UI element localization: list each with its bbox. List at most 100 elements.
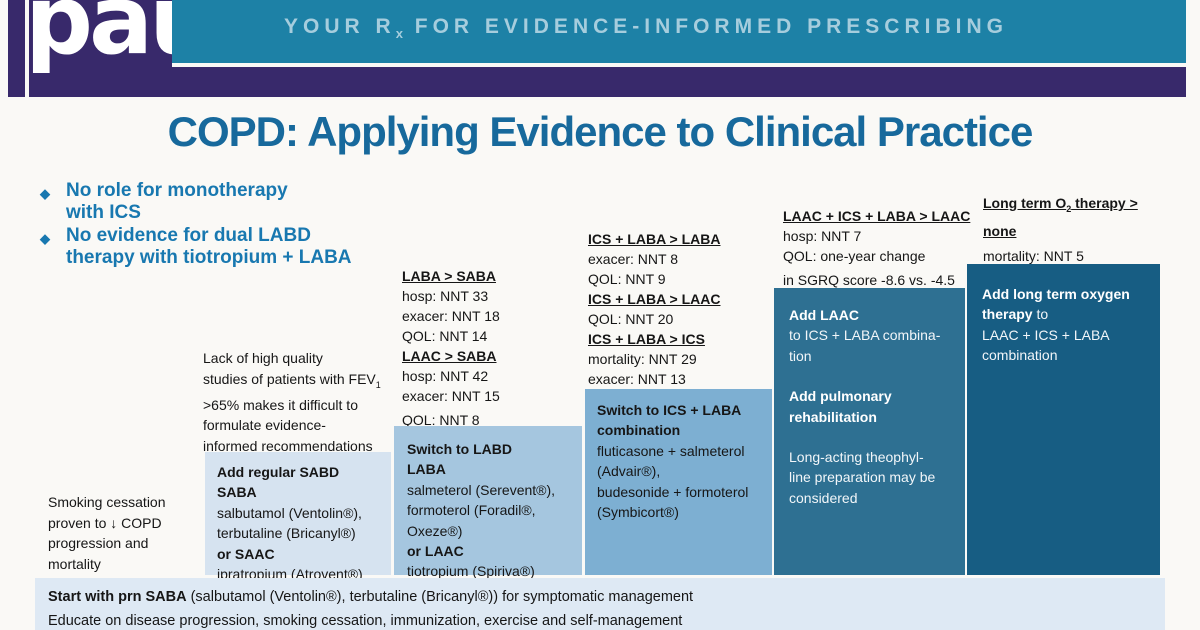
stat-heading: LAAC + ICS + LABA > LAAC	[783, 208, 971, 224]
step-title: Add regular SABD	[217, 464, 340, 480]
bullet-line: No evidence for dual LABD	[66, 225, 311, 246]
stat-line: QOL: NNT 14	[402, 328, 488, 344]
header-underline-bar	[172, 67, 1186, 97]
step-box-labd: Switch to LABD LABA salmeterol (Serevent…	[394, 426, 582, 579]
stat-heading: ICS + LABA > ICS	[588, 331, 705, 347]
fev1-subscript: 1	[375, 379, 381, 390]
note-line: >65% makes it difficult to	[203, 396, 358, 413]
step-line: LAAC + ICS + LABA	[982, 326, 1110, 343]
note-line: proven to ↓ COPD	[48, 514, 162, 531]
step-line: terbutaline (Bricanyl®)	[217, 525, 356, 542]
step-title: or LAAC	[407, 543, 464, 560]
evidence-stats-oxygen: Long term O2 therapy > none mortality: N…	[983, 192, 1168, 266]
stat-line: mortality: NNT 29	[588, 351, 697, 367]
step-line: to ICS + LABA combina-	[789, 327, 941, 344]
bullet-line: therapy with tiotropium + LABA	[66, 247, 352, 268]
step-line: considered	[789, 489, 858, 506]
tagline-pre: YOUR R	[284, 15, 396, 38]
note-line: Lack of high quality	[203, 350, 323, 366]
page-title: COPD: Applying Evidence to Clinical Prac…	[167, 108, 1034, 155]
step-title: SABA	[217, 484, 257, 501]
stat-heading: Long term O2 therapy >	[983, 195, 1138, 214]
evidence-stats-ics-laba: ICS + LABA > LABA exacer: NNT 8 QOL: NNT…	[588, 229, 778, 389]
note-line: Smoking cessation	[48, 494, 166, 510]
stat-line: mortality: NNT 5	[983, 247, 1084, 264]
step-line: tiotropium (Spiriva®)	[407, 563, 535, 580]
tagline-rx-subscript: x	[395, 26, 404, 41]
step-title: Add long term oxygen	[982, 286, 1130, 302]
evidence-stats-triple-therapy: LAAC + ICS + LABA > LAAC hosp: NNT 7 QOL…	[783, 206, 978, 290]
bullet-line: No role for monotherapy	[66, 180, 288, 201]
stat-heading: none	[983, 222, 1017, 239]
step-line: salmeterol (Serevent®),	[407, 481, 556, 498]
evidence-stats-laba-vs-saba: LABA > SABA hosp: NNT 33 exacer: NNT 18 …	[402, 266, 587, 430]
stat-heading: ICS + LABA > LAAC	[588, 291, 721, 307]
step-title: LABA	[407, 461, 446, 478]
header-banner: YOUR Rx FOR EVIDENCE-INFORMED PRESCRIBIN…	[172, 0, 1186, 63]
baseline-line-saba: Start with prn SABA (salbutamol (Ventoli…	[48, 589, 694, 605]
bullet-no-dual-labd: ◆ No evidence for dual LABD therapy with…	[40, 225, 352, 269]
stat-line: in SGRQ score -8.6 vs. -4.5	[783, 272, 955, 288]
step-title: Switch to ICS + LABA	[597, 402, 742, 418]
step-line: Long-acting theophyl-	[789, 449, 924, 466]
step-title: Add LAAC	[789, 307, 859, 323]
stat-line: hosp: NNT 33	[402, 288, 489, 304]
step-paragraph: Long-acting theophyl- line preparation m…	[789, 447, 959, 508]
step-line: (Advair®),	[597, 463, 661, 480]
step-line: line preparation may be	[789, 469, 936, 486]
note-line: studies of patients with FEV1	[203, 370, 381, 390]
note-line: mortality	[48, 555, 101, 572]
step-line: combination	[982, 347, 1058, 364]
baseline-line-educate: Educate on disease progression, smoking …	[48, 613, 683, 629]
stat-line: QOL: one-year change	[783, 248, 926, 264]
step-box-oxygen-therapy: Add long term oxygen therapy to LAAC + I…	[967, 264, 1160, 575]
note-smoking-cessation: Smoking cessation proven to ↓ COPD progr…	[48, 492, 218, 574]
step-title: rehabilitation	[789, 408, 877, 425]
step-line: fluticasone + salmeterol	[597, 442, 745, 459]
stat-line: exacer: NNT 13	[588, 371, 686, 387]
brand-logo: pau	[29, 0, 172, 97]
step-line: Oxeze®)	[407, 522, 463, 539]
stat-line: exacer: NNT 18	[402, 308, 500, 324]
diamond-bullet-icon: ◆	[40, 186, 50, 201]
step-box-sabd: Add regular SABD SABA salbutamol (Ventol…	[205, 452, 391, 582]
stat-line: QOL: NNT 9	[588, 271, 666, 287]
bullet-no-ics-monotherapy: ◆ No role for monotherapy with ICS	[40, 180, 288, 224]
baseline-management-band: Start with prn SABA (salbutamol (Ventoli…	[35, 578, 1165, 630]
bullet-line: with ICS	[66, 202, 141, 223]
note-low-quality-evidence: Lack of high quality studies of patients…	[203, 348, 408, 456]
stat-heading: ICS + LABA > LABA	[588, 231, 721, 247]
brand-logo-letters: pau	[29, 0, 172, 76]
note-line: progression and	[48, 535, 149, 551]
step-line: therapy to	[982, 306, 1049, 323]
header-tagline: YOUR Rx FOR EVIDENCE-INFORMED PRESCRIBIN…	[284, 15, 1008, 41]
stat-heading: LABA > SABA	[402, 268, 496, 284]
note-line: formulate evidence-	[203, 417, 326, 434]
step-line: salbutamol (Ventolin®),	[217, 504, 362, 521]
stat-line: exacer: NNT 15	[402, 388, 500, 404]
stat-line: hosp: NNT 7	[783, 228, 862, 244]
step-line: formoterol (Foradil®,	[407, 502, 536, 519]
tagline-post: FOR EVIDENCE-INFORMED PRESCRIBING	[403, 15, 1008, 38]
step-title: or SAAC	[217, 545, 275, 562]
step-line: tion	[789, 347, 812, 364]
stat-line: hosp: NNT 42	[402, 368, 489, 384]
step-title: Switch to LABD	[407, 441, 512, 457]
step-paragraph: Add pulmonary rehabilitation	[789, 386, 959, 427]
stat-heading: LAAC > SABA	[402, 348, 497, 364]
step-title: Add pulmonary	[789, 388, 892, 405]
stat-line: QOL: NNT 20	[588, 311, 674, 327]
stat-line: QOL: NNT 8	[402, 412, 480, 428]
step-box-ics-laba: Switch to ICS + LABA combination flutica…	[585, 389, 772, 575]
logo-left-bar	[8, 0, 25, 97]
stat-line: exacer: NNT 8	[588, 251, 678, 267]
step-box-add-laac: Add LAAC to ICS + LABA combina- tion Add…	[774, 288, 965, 575]
o2-subscript: 2	[1066, 203, 1072, 214]
step-paragraph: Add LAAC to ICS + LABA combina- tion	[789, 305, 959, 366]
step-line: (Symbicort®)	[597, 504, 679, 521]
note-line: informed recommendations	[203, 437, 373, 454]
diamond-bullet-icon: ◆	[40, 231, 50, 246]
step-line: budesonide + formoterol	[597, 483, 749, 500]
step-title: combination	[597, 422, 681, 439]
